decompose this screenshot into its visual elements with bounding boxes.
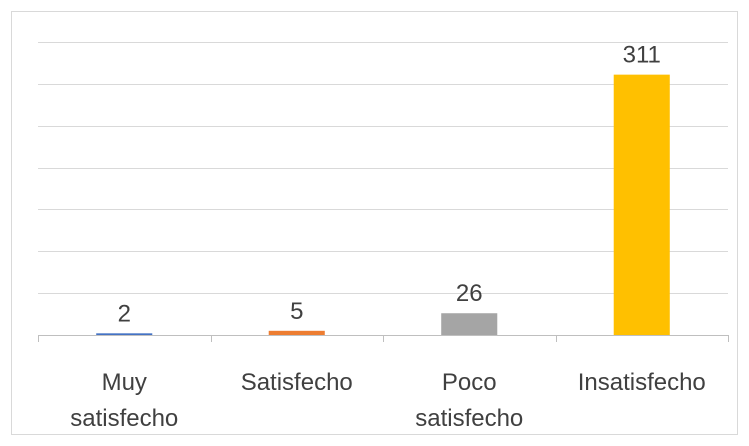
category-label: satisfecho xyxy=(70,405,178,432)
bar xyxy=(268,330,325,335)
gridlines xyxy=(38,42,728,294)
category-labels: Muy satisfecho Satisfecho Poco satisfecho Ins… xyxy=(70,369,706,432)
data-label: 5 xyxy=(290,298,303,325)
data-label: 311 xyxy=(623,42,661,69)
data-label: 26 xyxy=(456,280,483,307)
data-label: 2 xyxy=(118,300,131,327)
bar xyxy=(613,74,670,336)
data-labels: 2 5 26 311 xyxy=(118,42,661,328)
bars xyxy=(96,74,670,336)
category-label: satisfecho xyxy=(415,405,523,432)
bar xyxy=(441,313,498,335)
category-label: Satisfecho xyxy=(241,369,353,396)
category-label: Insatisfecho xyxy=(578,369,706,396)
x-axis xyxy=(38,335,729,342)
category-label: Poco xyxy=(442,369,497,396)
category-label: Muy xyxy=(102,369,147,396)
bar xyxy=(96,333,153,335)
